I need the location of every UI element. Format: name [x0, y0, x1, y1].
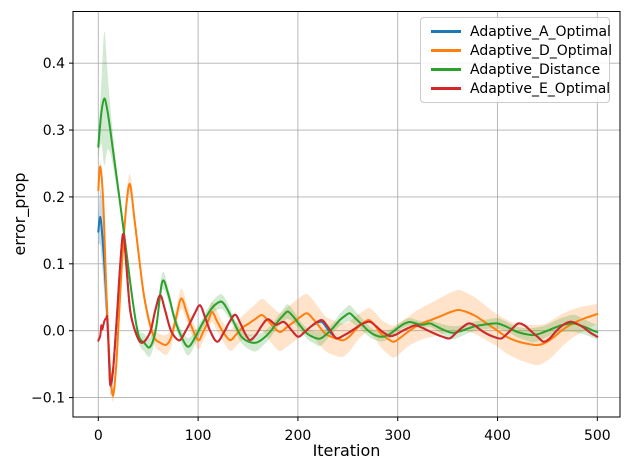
legend-line-swatch-orange — [431, 49, 461, 52]
y-tick-label--0.1: −0.1 — [31, 391, 65, 407]
y-tick-label-0.3: 0.3 — [43, 123, 65, 139]
y-tick-label-0.4: 0.4 — [43, 56, 65, 72]
legend-line-swatch-red — [431, 87, 461, 90]
x-tick-label-100: 100 — [185, 428, 212, 444]
axis-ticks-layer: 0 100 200 300 400 500 −0.1 0.0 0.1 0.2 0.3 0.4 — [31, 56, 611, 444]
legend-item: Adaptive_D_Optimal — [421, 41, 613, 60]
confidence-band-adaptive-d-optimal — [98, 159, 598, 403]
x-tick-label-400: 400 — [484, 428, 511, 444]
legend-item: Adaptive_Distance — [421, 60, 609, 79]
series-line-adaptive-distance — [97, 97, 599, 349]
legend-label: Adaptive_A_Optimal — [470, 23, 611, 40]
y-tick-label-0: 0.0 — [43, 324, 65, 340]
y-axis-label: error_prop — [10, 172, 30, 255]
plot-border — [72, 11, 621, 418]
legend-line-swatch-green — [431, 68, 461, 71]
legend: Adaptive_A_Optimal Adaptive_D_Optimal Ad… — [420, 17, 613, 103]
x-axis-label: Iteration — [313, 441, 381, 460]
y-tick-label-0.2: 0.2 — [43, 190, 65, 206]
legend-label: Adaptive_D_Optimal — [470, 42, 613, 59]
legend-item: Adaptive_E_Optimal — [421, 79, 611, 98]
x-tick-label-300: 300 — [384, 428, 411, 444]
legend-item: Adaptive_A_Optimal — [421, 22, 611, 41]
series-lines-layer — [97, 97, 599, 397]
x-tick-label-0: 0 — [94, 428, 103, 444]
confidence-band-adaptive-a-optimal — [98, 188, 598, 396]
series-line-adaptive-e-optimal — [97, 232, 599, 386]
legend-label: Adaptive_Distance — [470, 61, 601, 78]
legend-line-swatch-blue — [431, 30, 461, 33]
y-tick-label-0.1: 0.1 — [43, 257, 65, 273]
series-line-adaptive-d-optimal — [97, 165, 599, 397]
legend-label: Adaptive_E_Optimal — [470, 80, 611, 97]
x-tick-label-200: 200 — [285, 428, 312, 444]
x-tick-label-500: 500 — [584, 428, 611, 444]
